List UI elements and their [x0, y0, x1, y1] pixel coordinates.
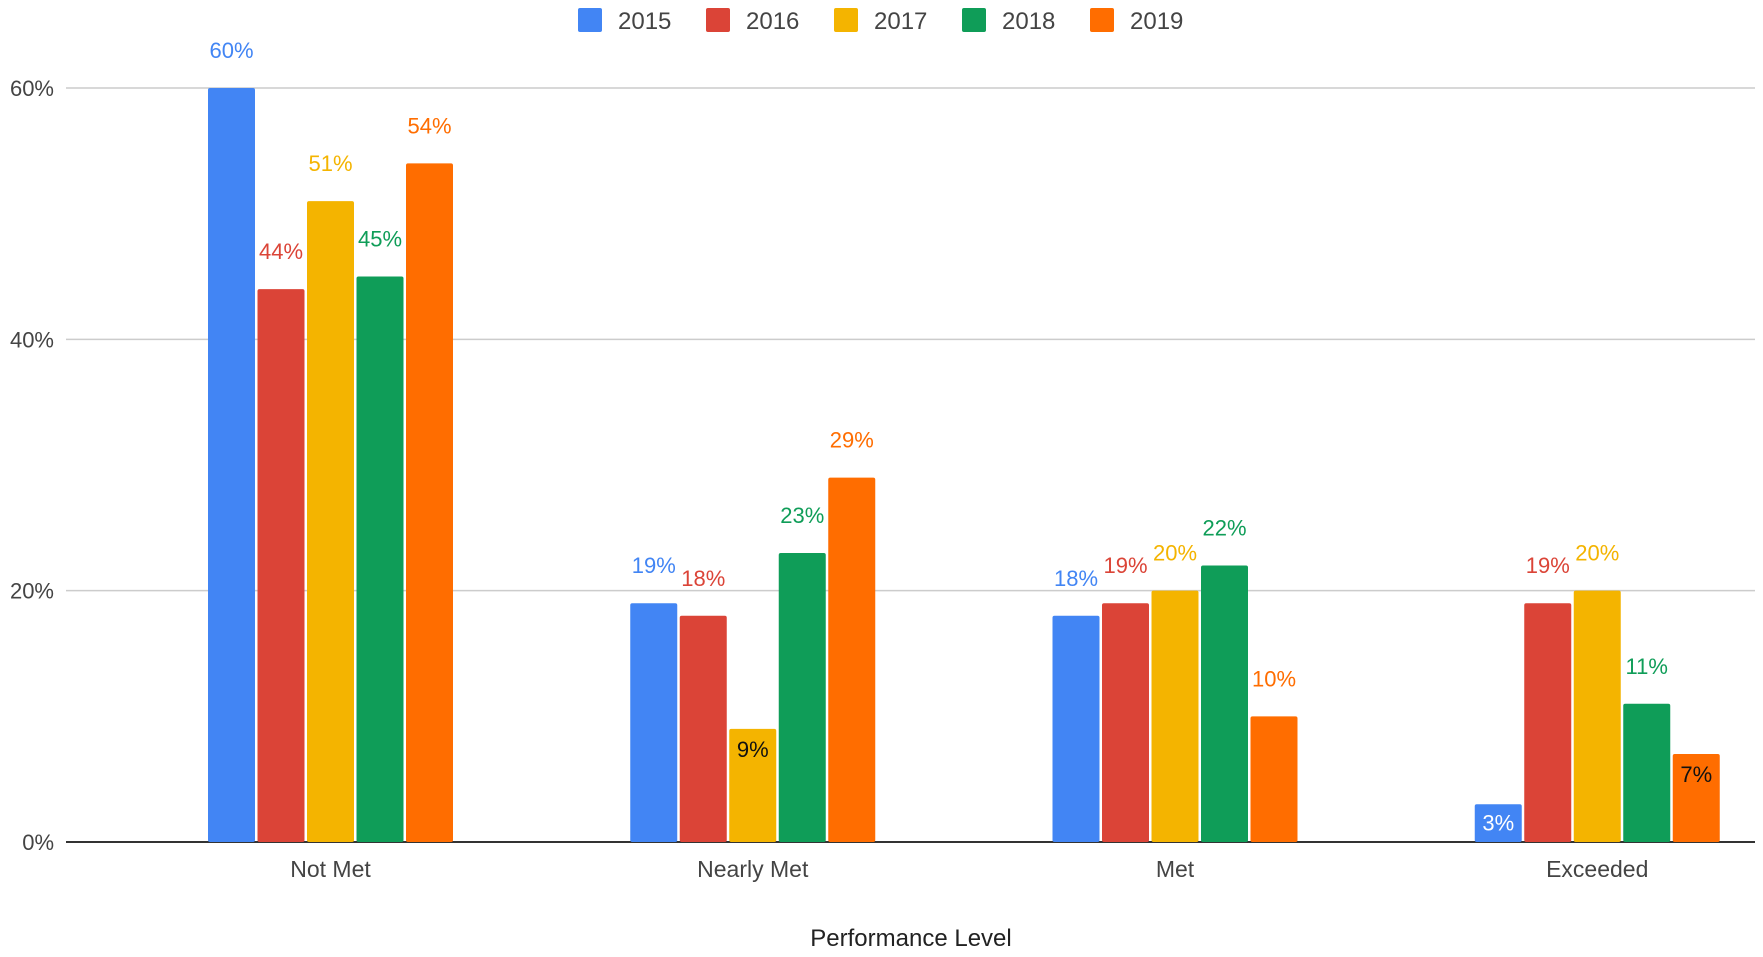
bar-value-label: 9% [737, 737, 769, 762]
legend-swatch [706, 8, 730, 32]
legend-item[interactable]: 2015 [578, 8, 671, 35]
legend-swatch [962, 8, 986, 32]
bar [1250, 716, 1298, 842]
legend-label: 2016 [746, 8, 799, 35]
bar [406, 163, 453, 842]
bar [1573, 590, 1621, 842]
bar [1052, 615, 1100, 842]
legend-item[interactable]: 2019 [1090, 8, 1183, 35]
bar-value-label: 51% [308, 151, 352, 176]
bar-value-label: 60% [209, 38, 253, 63]
bar [1672, 754, 1720, 842]
bar-value-label: 11% [1626, 654, 1668, 679]
legend: 2015 2016 2017 2018 2019 [578, 8, 1183, 35]
bar [1524, 603, 1572, 842]
y-tick-label: 20% [10, 579, 54, 604]
y-axis-ticks: 0% 20% 40% 60% [10, 76, 54, 855]
bar [1102, 603, 1149, 842]
bar-value-label: 22% [1202, 516, 1246, 541]
bar [1474, 804, 1522, 842]
bars-layer [208, 88, 1720, 843]
legend-swatch [578, 8, 602, 32]
bar [257, 289, 305, 843]
category-label: Nearly Met [697, 856, 809, 882]
bar-value-label: 3% [1482, 810, 1514, 835]
bar [307, 201, 354, 843]
bar-value-label: 18% [681, 566, 725, 591]
legend-item[interactable]: 2018 [962, 8, 1055, 35]
x-axis-title: Performance Level [810, 925, 1011, 952]
legend-label: 2015 [618, 8, 671, 35]
category-label: Exceeded [1546, 856, 1648, 882]
bar [356, 276, 404, 842]
bar [778, 552, 826, 842]
legend-label: 2017 [874, 8, 927, 35]
bar-value-label: 45% [358, 227, 402, 252]
bar [1623, 703, 1671, 842]
value-labels-layer: 60%44%51%45%54%19%18%9%23%29%18%19%20%22… [209, 38, 1712, 835]
category-label: Not Met [290, 856, 371, 882]
bar-value-label: 19% [1103, 553, 1147, 578]
bar-value-label: 44% [259, 239, 303, 264]
legend-swatch [834, 8, 858, 32]
legend-label: 2019 [1130, 8, 1183, 35]
bar [828, 477, 876, 842]
bar-value-label: 10% [1252, 666, 1296, 691]
legend-swatch [1090, 8, 1114, 32]
bar [1151, 590, 1199, 842]
bar-value-label: 23% [780, 503, 824, 528]
bar [630, 603, 678, 842]
legend-label: 2018 [1002, 8, 1055, 35]
bar-value-label: 29% [830, 428, 874, 453]
category-label: Met [1156, 856, 1195, 882]
bar-value-label: 20% [1575, 541, 1619, 566]
category-labels-layer: Not Met Nearly Met Met Exceeded [290, 856, 1648, 882]
bar [1201, 565, 1248, 842]
bar-value-label: 19% [632, 553, 676, 578]
y-tick-label: 40% [10, 327, 54, 352]
bar-value-label: 18% [1054, 566, 1098, 591]
bar [729, 728, 777, 842]
legend-item[interactable]: 2017 [834, 8, 927, 35]
bar-value-label: 54% [407, 113, 451, 138]
bar [679, 615, 727, 842]
bar [208, 88, 255, 842]
bar-value-label: 7% [1680, 762, 1712, 787]
y-tick-label: 60% [10, 76, 54, 101]
bar-value-label: 19% [1526, 553, 1570, 578]
legend-item[interactable]: 2016 [706, 8, 799, 35]
bar-value-label: 20% [1153, 541, 1197, 566]
y-tick-label: 0% [22, 830, 54, 855]
